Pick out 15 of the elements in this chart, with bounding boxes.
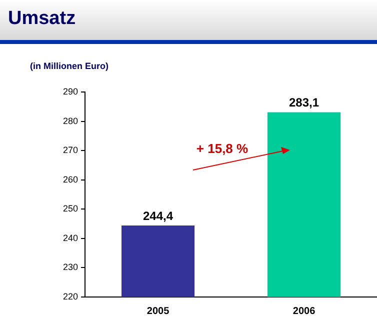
y-tick-label: 260 [62,174,78,184]
y-tick-label: 230 [62,262,78,272]
x-tick-label: 2006 [292,306,316,317]
y-tick-label: 240 [62,232,78,243]
chart-title: Umsatz [8,8,76,30]
chart-subtitle: (in Millionen Euro) [30,61,108,71]
y-tick-label: 290 [62,86,78,96]
x-tick-label: 2005 [146,306,170,317]
y-tick-label: 280 [62,116,78,126]
y-tick-label: 250 [62,204,78,214]
y-tick-label: 270 [62,145,78,156]
data-label: 244,4 [142,208,174,223]
annotation: + 15,8 % [196,141,249,156]
y-tick-label: 220 [62,291,78,302]
data-label: 283,1 [288,96,320,110]
